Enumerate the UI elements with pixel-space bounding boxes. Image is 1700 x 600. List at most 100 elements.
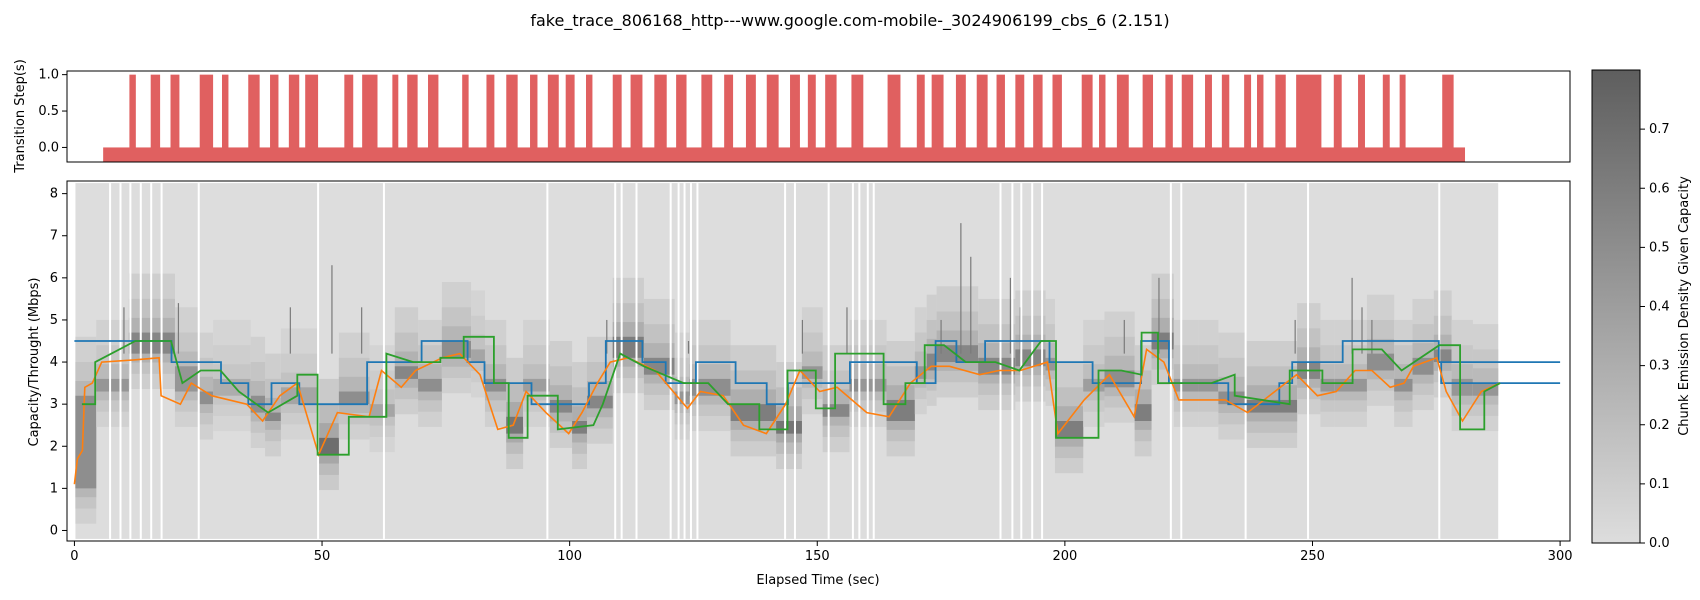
transition-bar [851,74,864,162]
transition-bar [362,74,378,162]
transition-bar [344,74,354,162]
transition-bar [428,74,439,162]
transition-bar [1275,74,1286,162]
density-cell [822,404,850,417]
transition-bar [1165,74,1173,162]
density-cell [418,378,442,392]
transition-bar [745,74,756,162]
density-cell [265,412,281,421]
colorbar-tick-label: 0.1 [1649,477,1670,492]
transition-bar [486,74,495,162]
transition-bar [506,74,518,162]
transition-bar [724,74,734,162]
transition-bar [270,74,279,162]
density-cell [1412,357,1434,375]
capacity-x-tick-label: 200 [1052,549,1077,564]
capacity-y-tick-label: 5 [50,313,58,328]
density-cell [1320,378,1335,392]
density-cell [586,395,613,409]
capacity-x-tick-label: 150 [805,549,830,564]
capacity-panel-frame [66,180,1571,542]
density-cell [730,404,777,421]
density-cell [1394,378,1413,392]
capacity-y-tick-label: 4 [50,355,58,370]
transition-bar [1015,74,1025,162]
density-cell [1015,349,1046,367]
transition-bar [931,74,944,162]
colorbar-tick-label: 0.7 [1649,122,1670,137]
transition-bar [129,74,136,162]
capacity-y-tick-label: 0 [50,523,58,538]
density-cell [1134,404,1152,421]
density-cell [1173,378,1199,392]
transition-bar [887,74,901,162]
density-cell [484,378,507,392]
colorbar-ticks: 0.0 0.1 0.2 0.3 0.4 0.5 0.6 0.7 [1640,122,1670,551]
transition-bar [1142,74,1154,162]
density-cell [776,421,802,434]
chart-title: fake_trace_806168_http---www.google.com-… [530,11,1169,31]
series-line-4 [81,331,1501,456]
density-cell [1451,378,1473,396]
density-cell [801,366,823,379]
capacity-y-tick-label: 8 [50,187,58,202]
transition-bar [955,74,966,162]
density-cell [858,378,887,392]
capacity-plot-area [73,183,1561,539]
transition-bar [1399,74,1406,162]
colorbar-tick-label: 0.2 [1649,418,1670,433]
transition-bar [530,74,538,162]
transition-bar [1244,74,1252,162]
transition-y-label: Transition Step(s) [13,59,28,174]
density-cell [96,378,129,392]
series-lines [73,331,1561,485]
transition-bar [222,74,229,162]
density-cell [75,395,97,489]
transition-bar [916,74,925,162]
colorbar-tick-label: 0.4 [1649,300,1670,315]
transition-bar [305,74,319,162]
transition-bar [996,74,1005,162]
transition-bar [1358,74,1365,162]
capacity-x-tick-label: 250 [1300,549,1325,564]
transition-bar [612,74,622,162]
transition-bar [1296,74,1322,162]
density-cell [506,416,524,434]
colorbar-tick-label: 0.5 [1649,240,1670,255]
transition-panel: 0.0 0.5 1.0 Transition Step(s) [13,59,1571,174]
transition-bar [1221,74,1230,162]
density-cell [471,349,485,363]
transition-bar [248,74,260,162]
colorbar-tick-label: 0.3 [1649,359,1670,374]
capacity-x-ticks: 0 50 100 150 200 250 300 [70,541,1573,564]
density-cell [549,399,573,413]
density-cell [926,353,937,371]
transition-bar [170,74,180,162]
transition-bar [585,74,593,162]
transition-bar [654,74,667,162]
density-heatmap [75,183,1499,539]
density-cell [1433,349,1452,363]
transition-y-tick-label: 1.0 [38,68,59,83]
transition-bar [1257,74,1264,162]
colorbar-gradient [1591,69,1641,544]
transition-bar [1205,74,1212,162]
transition-bar [462,74,469,162]
transition-bar [1116,74,1129,162]
transition-bar [199,74,214,162]
capacity-y-tick-label: 7 [50,229,58,244]
transition-bar [150,74,161,162]
capacity-x-label: Elapsed Time (sec) [756,573,879,588]
density-cell [523,378,550,392]
transition-bar [1099,74,1106,162]
transition-bar [825,74,837,162]
transition-bar [1081,74,1093,162]
capacity-x-tick-label: 100 [557,549,582,564]
transition-bar [1382,74,1390,162]
density-cell [936,345,979,363]
density-cell [1054,421,1084,438]
transition-bar [1333,74,1342,162]
transition-bar [547,74,559,162]
density-cell [1045,357,1055,371]
